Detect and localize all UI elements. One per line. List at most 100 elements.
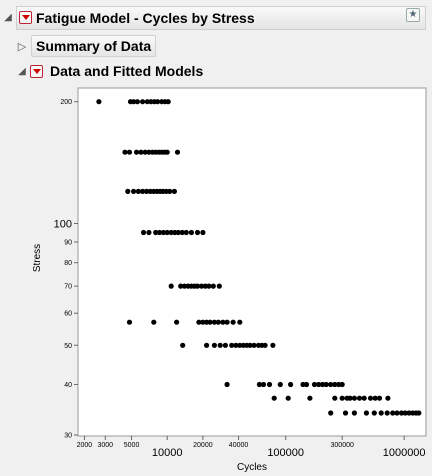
data-point	[175, 229, 181, 236]
x-tick-label: 2000	[77, 442, 93, 449]
data-point	[180, 342, 186, 348]
data-point	[207, 319, 213, 325]
data-point	[146, 229, 152, 236]
data-point	[168, 229, 174, 236]
data-point	[215, 319, 221, 325]
data-point	[194, 229, 201, 236]
data-point	[266, 381, 273, 388]
fitted-models-section-header[interactable]: ◢ Data and Fitted Models	[16, 61, 207, 81]
data-point	[153, 229, 159, 236]
data-point	[140, 229, 147, 236]
y-tick-label: 200	[60, 99, 72, 106]
report-title: Fatigue Model - Cycles by Stress	[36, 9, 255, 26]
y-tick-label: 40	[64, 382, 72, 389]
data-point	[220, 319, 226, 325]
data-point	[181, 283, 188, 289]
data-point	[165, 99, 171, 105]
data-point	[171, 188, 177, 194]
collapse-toggle-icon[interactable]: ◢	[4, 12, 12, 23]
data-point	[303, 381, 310, 388]
fitted-models-section-title: Data and Fitted Models	[50, 63, 204, 79]
data-point	[122, 149, 128, 155]
data-point	[151, 319, 157, 325]
data-point	[406, 410, 412, 416]
data-point	[311, 381, 318, 388]
x-tick-label: 300000	[331, 442, 354, 449]
data-point	[138, 149, 144, 155]
data-point	[285, 395, 291, 401]
data-point	[174, 319, 180, 325]
data-point	[351, 410, 357, 416]
data-point	[140, 99, 146, 105]
data-point	[194, 283, 201, 289]
data-point	[398, 410, 405, 416]
data-point	[307, 395, 313, 401]
y-tick-label: 70	[64, 284, 72, 291]
expand-toggle-icon[interactable]: ▷	[17, 40, 27, 53]
data-point	[167, 188, 173, 194]
report-menu-triangle-icon[interactable]	[19, 11, 32, 24]
data-point	[361, 395, 367, 401]
data-point	[260, 381, 267, 388]
x-tick-label: 100000	[267, 447, 304, 459]
y-tick-label: 80	[64, 260, 72, 267]
data-point	[179, 229, 185, 236]
x-tick-label: 5000	[124, 442, 140, 449]
data-point	[390, 410, 396, 416]
report-title-bar: Fatigue Model - Cycles by Stress	[16, 5, 426, 30]
section-menu-triangle-icon[interactable]	[30, 64, 43, 78]
data-point	[270, 342, 276, 348]
data-point	[394, 410, 400, 416]
data-point	[332, 395, 338, 401]
data-point	[155, 99, 161, 105]
data-point	[126, 149, 133, 155]
data-point	[188, 229, 194, 236]
data-point	[332, 381, 338, 388]
collapse-toggle-icon[interactable]: ◢	[18, 65, 26, 77]
data-point	[316, 381, 322, 388]
data-point	[210, 283, 216, 289]
data-point	[96, 99, 102, 105]
x-tick-label: 1000000	[383, 447, 426, 459]
data-point	[144, 188, 150, 194]
data-point	[402, 410, 408, 416]
data-point	[131, 188, 137, 194]
data-point	[156, 229, 163, 236]
data-point	[168, 283, 174, 289]
data-point	[217, 342, 223, 348]
data-point	[339, 381, 345, 388]
data-point	[174, 149, 181, 155]
window-options-icon[interactable]: ★	[406, 8, 420, 22]
data-point	[164, 149, 170, 155]
y-axis-title: Stress	[32, 244, 43, 272]
y-tick-label: 60	[64, 311, 72, 318]
data-point	[385, 395, 391, 401]
summary-section-header[interactable]: ▷ Summary of Data	[16, 35, 157, 57]
data-point	[142, 149, 148, 155]
data-point	[133, 149, 140, 155]
data-point	[256, 381, 262, 388]
data-point	[251, 342, 257, 348]
data-point	[367, 395, 374, 401]
data-point	[230, 319, 236, 325]
data-point	[328, 381, 334, 388]
data-point	[378, 410, 384, 416]
data-point	[160, 229, 167, 236]
data-point	[224, 319, 230, 325]
x-tick-label: 20000	[193, 442, 213, 449]
data-point	[351, 395, 357, 401]
data-point	[233, 342, 239, 348]
data-point	[271, 395, 277, 401]
x-tick-label: 3000	[97, 442, 113, 449]
data-point	[237, 319, 243, 325]
data-point	[371, 410, 377, 416]
data-point	[144, 99, 150, 105]
data-point	[126, 319, 133, 325]
data-point	[200, 319, 206, 325]
plot-area	[77, 87, 427, 437]
x-axis-title: Cycles	[237, 462, 267, 473]
y-tick-label: 100	[54, 218, 72, 230]
data-point	[347, 395, 353, 401]
y-tick-label: 50	[64, 343, 72, 350]
